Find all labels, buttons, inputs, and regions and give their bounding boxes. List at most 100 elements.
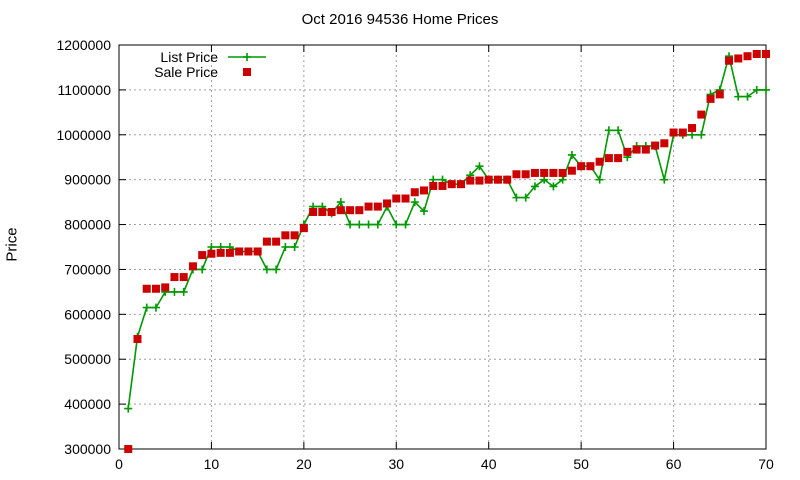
sale-price-point [161, 283, 170, 292]
sale-price-point [623, 147, 632, 156]
list-price-point [530, 182, 539, 191]
sale-price-point [456, 180, 465, 189]
sale-price-point [493, 175, 502, 184]
y-tick-label: 600000 [64, 306, 111, 322]
sale-price-point [188, 262, 197, 271]
sale-price-point [253, 247, 262, 256]
list-price-point [688, 130, 697, 139]
sale-price-point [318, 207, 327, 216]
sale-price-point [725, 56, 734, 65]
x-tick-label: 10 [204, 456, 220, 472]
sale-price-point [420, 186, 429, 195]
sale-price-point [660, 139, 669, 148]
list-price-point [734, 92, 743, 101]
plot-frame [118, 44, 767, 450]
list-price-point [697, 130, 706, 139]
y-tick-label: 400000 [64, 396, 111, 412]
list-price-point [364, 220, 373, 229]
list-price-point [355, 220, 364, 229]
list-price-point [762, 85, 770, 94]
sale-price-point [743, 52, 752, 61]
list-price-line [127, 55, 766, 409]
list-price-point [401, 220, 410, 229]
list-price-point [124, 404, 133, 413]
sale-price-point [577, 162, 586, 171]
list-price-point [549, 182, 558, 191]
x-tick-label: 0 [115, 456, 123, 472]
axis-layer: 0 10 20 30 40 50 60 70 300000 400000 500000 600000 7… [56, 37, 774, 472]
list-price-point [521, 193, 530, 202]
sale-price-point [558, 168, 567, 177]
list-price-point [198, 265, 207, 274]
sale-price-point [281, 231, 290, 240]
sale-price-point [614, 154, 623, 163]
y-tick-label: 1100000 [58, 82, 112, 98]
sale-price-point [124, 445, 133, 453]
list-price-point [540, 175, 549, 184]
list-price-point [743, 92, 752, 101]
sale-price-point [309, 207, 318, 216]
x-tick-label: 30 [388, 456, 404, 472]
sale-price-point [410, 188, 419, 197]
y-tick-label: 700000 [64, 261, 111, 277]
y-tick-label: 800000 [64, 217, 111, 233]
sale-price-point [336, 206, 345, 215]
sale-price-point [604, 154, 613, 163]
sale-price-point [170, 273, 179, 282]
sale-price-point [262, 237, 271, 246]
sale-price-point [355, 206, 364, 215]
sale-price-point [447, 180, 456, 189]
list-price-point [604, 126, 613, 135]
y-tick-label: 900000 [64, 172, 111, 188]
sale-price-point [540, 168, 549, 177]
sale-price-point [392, 194, 401, 203]
list-price-point [262, 265, 271, 274]
sale-price-point [364, 202, 373, 211]
sale-price-point [549, 168, 558, 177]
sale-price-point [503, 175, 512, 184]
list-price-point [567, 150, 576, 159]
sale-price-point [632, 145, 641, 154]
sale-price-point [207, 249, 216, 258]
list-price-point [373, 220, 382, 229]
list-price-point [346, 220, 355, 229]
sale-price-point [151, 284, 160, 293]
list-price-point [272, 265, 281, 274]
list-price-point [475, 162, 484, 171]
list-price-point [142, 303, 151, 312]
list-price-point [595, 175, 604, 184]
sale-price-point [216, 248, 225, 257]
sale-price-point [475, 176, 484, 185]
sale-price-point [484, 175, 493, 184]
sale-price-point [272, 237, 281, 246]
list-price-point [179, 287, 188, 296]
sale-price-point [715, 90, 724, 99]
list-price-point [281, 243, 290, 251]
x-tick-label: 40 [481, 456, 497, 472]
list-price-point [170, 287, 179, 296]
sale-price-point [762, 49, 770, 58]
sale-price-point [466, 176, 475, 185]
y-tick-label: 500000 [64, 351, 111, 367]
y-tick-label: 1000000 [56, 127, 111, 143]
legend-label-list-price: List Price [160, 49, 218, 65]
y-tick-label: 300000 [64, 441, 111, 457]
sale-price-point [346, 206, 355, 215]
sale-price-point [734, 54, 743, 63]
sale-price-point [299, 224, 308, 233]
series-layer [124, 49, 770, 453]
sale-price-point [438, 181, 447, 190]
sale-price-point [179, 273, 188, 282]
sale-price-point [688, 124, 697, 133]
sale-price-point [530, 168, 539, 177]
sale-price-point [244, 247, 253, 256]
sale-price-point [641, 145, 650, 154]
list-price-point [392, 220, 401, 229]
legend-marker-list-price [243, 53, 251, 61]
list-price-point [512, 193, 521, 202]
sale-price-point [327, 207, 336, 216]
sale-price-point [752, 49, 761, 58]
x-tick-label: 50 [573, 456, 589, 472]
